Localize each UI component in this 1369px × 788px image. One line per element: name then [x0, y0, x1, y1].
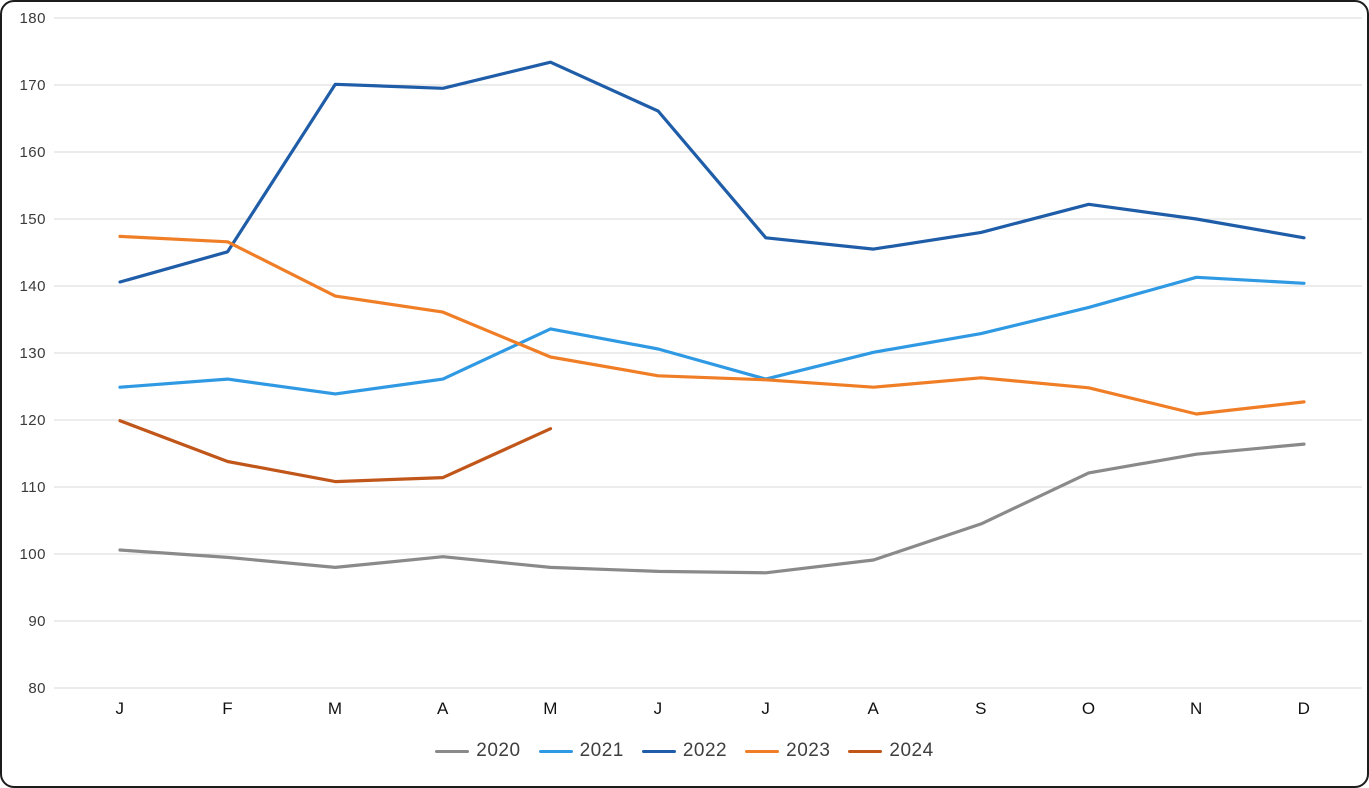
y-tick-label: 110	[21, 479, 46, 496]
x-tick-label: A	[868, 699, 880, 718]
y-tick-label: 150	[19, 211, 46, 228]
x-tick-label: M	[543, 699, 558, 718]
legend-swatch-2024	[848, 749, 883, 753]
chart-canvas: 80 90 100 110 120 130 140 150 160 170 180 J F M A M J J A S…	[19, 10, 1362, 718]
legend-label: 2021	[579, 740, 624, 761]
x-tick-label: M	[328, 699, 343, 718]
x-tick-label: S	[975, 699, 987, 718]
y-tick-label: 170	[19, 77, 46, 94]
y-tick-label: 180	[19, 10, 46, 27]
x-tick-label: A	[437, 699, 449, 718]
x-tick-label: D	[1298, 699, 1311, 718]
x-tick-label: J	[654, 699, 663, 718]
y-tick-label: 120	[19, 412, 46, 429]
legend-item-2020: 2020	[435, 740, 520, 762]
series-line-2022	[118, 60, 1306, 284]
legend-label: 2024	[889, 740, 934, 761]
series-line-2021	[118, 275, 1306, 396]
y-tick-label: 80	[28, 680, 46, 697]
legend-swatch-2021	[538, 749, 573, 753]
legend-item-2021: 2021	[538, 740, 624, 762]
legend-label: 2020	[476, 740, 521, 761]
x-tick-label: N	[1190, 699, 1203, 718]
line-chart: 80 90 100 110 120 130 140 150 160 170 180 J F M A M J J A S…	[2, 2, 1367, 722]
y-tick-label: 90	[28, 613, 46, 630]
legend-item-2023: 2023	[745, 740, 830, 762]
legend-swatch-2020	[435, 749, 470, 753]
series-line-2020	[118, 442, 1306, 575]
legend-label: 2022	[682, 740, 728, 761]
x-tick-label: O	[1082, 699, 1096, 718]
legend-label: 2023	[786, 740, 831, 761]
legend-item-2022: 2022	[641, 740, 728, 762]
series-line-2024	[118, 419, 553, 484]
legend-swatch-2023	[745, 749, 780, 753]
chart-legend: 2020 2021 2022 2023 2024	[2, 740, 1367, 762]
x-tick-label: F	[222, 699, 233, 718]
y-tick-label: 140	[19, 278, 46, 295]
legend-swatch-2022	[641, 749, 676, 753]
x-tick-label: J	[761, 699, 770, 718]
series-line-2023	[118, 234, 1306, 416]
y-tick-label: 130	[19, 345, 46, 362]
x-tick-label: J	[116, 699, 125, 718]
y-tick-label: 100	[19, 546, 46, 563]
y-tick-label: 160	[19, 144, 46, 161]
legend-item-2024: 2024	[848, 740, 933, 762]
